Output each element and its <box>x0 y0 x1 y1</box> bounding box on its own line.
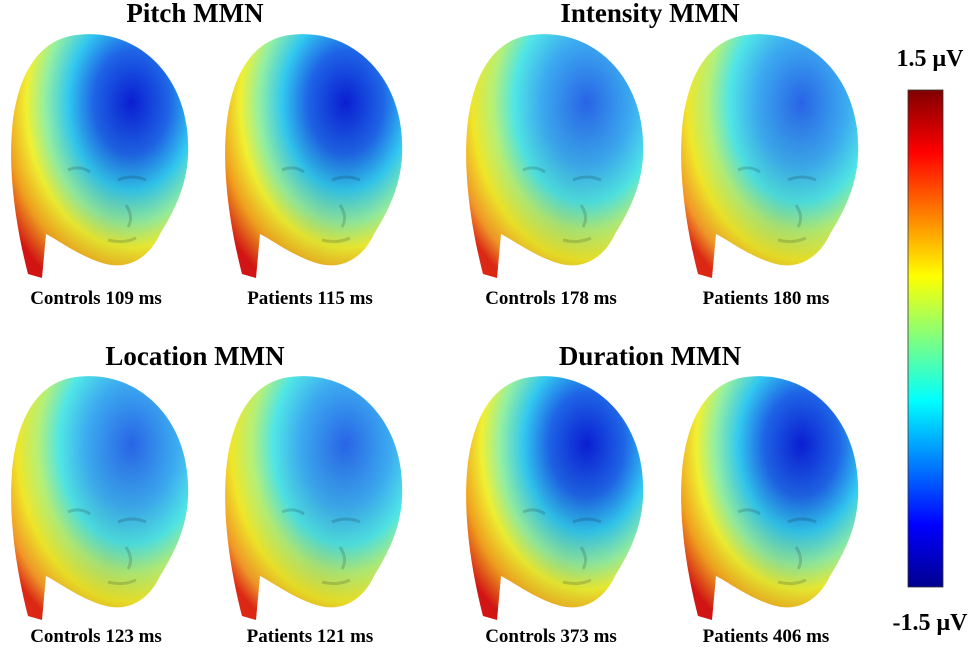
colorbar <box>907 89 944 588</box>
head-shade <box>11 34 189 279</box>
head-shade <box>225 376 403 620</box>
head-map <box>466 376 644 620</box>
head-shade <box>11 376 189 620</box>
head-shade <box>681 34 859 279</box>
head-label: Patients 180 ms <box>703 288 830 309</box>
head-map <box>225 376 403 620</box>
face-features <box>67 166 147 244</box>
head-shade <box>466 376 644 620</box>
face-features <box>67 508 147 586</box>
head-label: Controls 178 ms <box>485 288 617 309</box>
head-map <box>681 34 859 279</box>
face-features <box>281 166 361 244</box>
head-shade <box>466 34 644 279</box>
head-shade <box>225 34 403 279</box>
head-map <box>466 34 644 279</box>
head-label: Patients 115 ms <box>247 288 373 309</box>
face-features <box>281 508 361 586</box>
head-map <box>225 34 403 279</box>
panel-title: Pitch MMN <box>126 0 264 28</box>
head-shade <box>681 376 859 620</box>
panel-title: Location MMN <box>105 341 285 371</box>
head-label: Controls 109 ms <box>30 288 162 309</box>
head-label: Patients 121 ms <box>247 626 374 647</box>
head-label: Controls 373 ms <box>485 626 617 647</box>
panel-title: Duration MMN <box>559 341 742 371</box>
face-features <box>522 508 602 586</box>
head-map <box>11 376 189 620</box>
head-map <box>681 376 859 620</box>
face-features <box>522 166 602 244</box>
face-features <box>737 508 817 586</box>
head-map <box>11 34 189 279</box>
colorbar-max-label: 1.5 μV <box>897 46 965 72</box>
colorbar-min-label: -1.5 μV <box>893 610 969 636</box>
panel-title: Intensity MMN <box>560 0 740 28</box>
head-label: Patients 406 ms <box>703 626 830 647</box>
face-features <box>737 166 817 244</box>
head-label: Controls 123 ms <box>30 626 162 647</box>
